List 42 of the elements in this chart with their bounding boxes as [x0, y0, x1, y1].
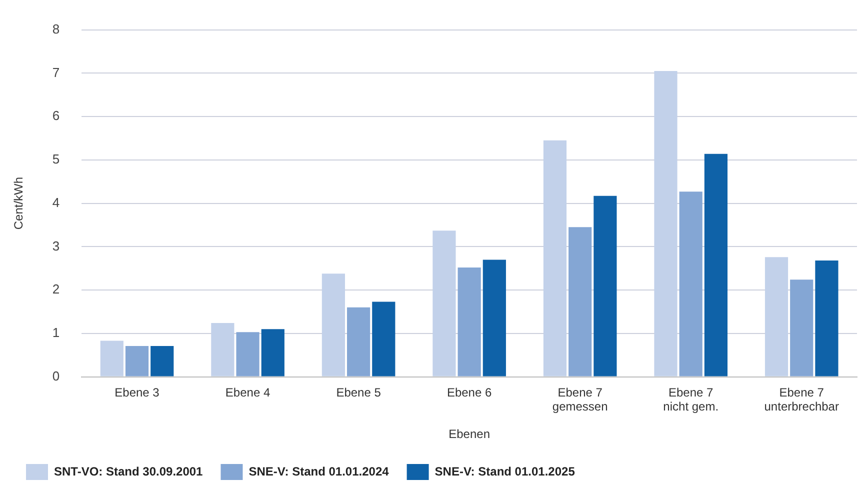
- y-tick-label: 6: [52, 108, 60, 124]
- bar: [704, 154, 728, 376]
- bar: [815, 260, 838, 376]
- bar: [594, 196, 617, 376]
- bar: [372, 302, 396, 376]
- bar: [236, 332, 260, 376]
- bar: [543, 140, 567, 376]
- bar: [432, 230, 456, 376]
- x-tick-label: Ebene 7 unterbrechbar: [764, 385, 839, 414]
- y-tick-label: 0: [52, 368, 60, 384]
- y-axis-title: Cent/kWh: [12, 176, 26, 230]
- y-tick-label: 3: [52, 238, 60, 254]
- x-tick-label: Ebene 7 nicht gem.: [663, 385, 719, 414]
- y-tick-label: 1: [52, 325, 60, 340]
- legend-label: SNE-V: Stand 01.01.2025: [434, 464, 576, 478]
- bar: [764, 257, 788, 376]
- legend-label: SNE-V: Stand 01.01.2024: [248, 464, 390, 478]
- legend-label: SNT-VO: Stand 30.09.2001: [54, 464, 204, 478]
- y-tick-label: 7: [52, 64, 60, 80]
- x-tick-label: Ebene 4: [225, 385, 270, 400]
- bar: [261, 329, 284, 376]
- x-axis-title: Ebenen: [448, 427, 490, 442]
- bar: [790, 280, 814, 376]
- x-tick-label: Ebene 7 gemessen: [552, 385, 608, 414]
- y-tick-label: 2: [52, 282, 60, 297]
- x-tick-label: Ebene 3: [114, 385, 160, 400]
- bar: [100, 340, 124, 376]
- bar: [347, 307, 370, 376]
- x-tick-label: Ebene 6: [446, 385, 492, 400]
- bar: [679, 192, 702, 376]
- bar: [125, 346, 149, 376]
- bar: [568, 227, 592, 376]
- bar: [458, 267, 481, 376]
- y-tick-label: 5: [52, 152, 60, 167]
- bar: [150, 346, 174, 376]
- x-tick-label: Ebene 5: [336, 385, 382, 400]
- y-tick-label: 8: [52, 21, 60, 36]
- bar: [322, 274, 345, 376]
- bar: [482, 260, 506, 376]
- bar: [211, 323, 234, 376]
- bar: [654, 71, 678, 376]
- y-tick-label: 4: [52, 194, 60, 210]
